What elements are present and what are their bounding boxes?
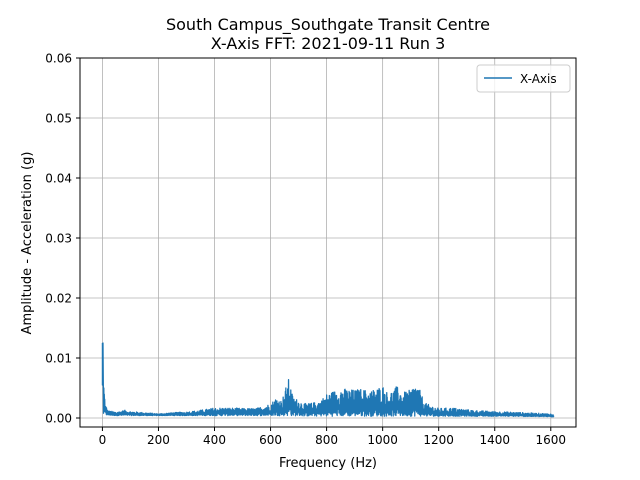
axes-frame xyxy=(79,57,577,428)
y-tick-label: 0.00 xyxy=(45,412,72,426)
y-tick-label: 0.04 xyxy=(45,172,72,186)
x-tick-label: 1600 xyxy=(536,433,567,447)
series-line-x-axis xyxy=(101,342,555,418)
x-tick-label: 800 xyxy=(315,433,338,447)
plot-area: 0 200 400 600 800 1000 1200 1400 1600 0.00 0.01 0.0… xyxy=(45,52,577,447)
legend: X-Axis xyxy=(476,64,571,93)
y-tick-label: 0.01 xyxy=(45,352,72,366)
chart-title-line-2: X-Axis FFT: 2021-09-11 Run 3 xyxy=(211,34,446,53)
chart-title-line-1: South Campus_Southgate Transit Centre xyxy=(166,15,490,35)
x-tick-label: 1000 xyxy=(367,433,398,447)
y-axis-label: Amplitude - Acceleration (g) xyxy=(20,152,35,335)
y-tick-label: 0.06 xyxy=(45,52,72,66)
legend-label: X-Axis xyxy=(520,72,557,86)
x-tick-label: 0 xyxy=(99,433,107,447)
y-tick-label: 0.05 xyxy=(45,112,72,126)
legend-box xyxy=(476,64,571,93)
x-tick-label: 1400 xyxy=(479,433,510,447)
x-tick-label: 200 xyxy=(147,433,170,447)
x-axis-label: Frequency (Hz) xyxy=(279,456,377,471)
x-tick-label: 600 xyxy=(259,433,282,447)
x-tick-label: 1200 xyxy=(423,433,454,447)
x-tick-label: 400 xyxy=(203,433,226,447)
y-tick-label: 0.02 xyxy=(45,292,72,306)
y-tick-label: 0.03 xyxy=(45,232,72,246)
